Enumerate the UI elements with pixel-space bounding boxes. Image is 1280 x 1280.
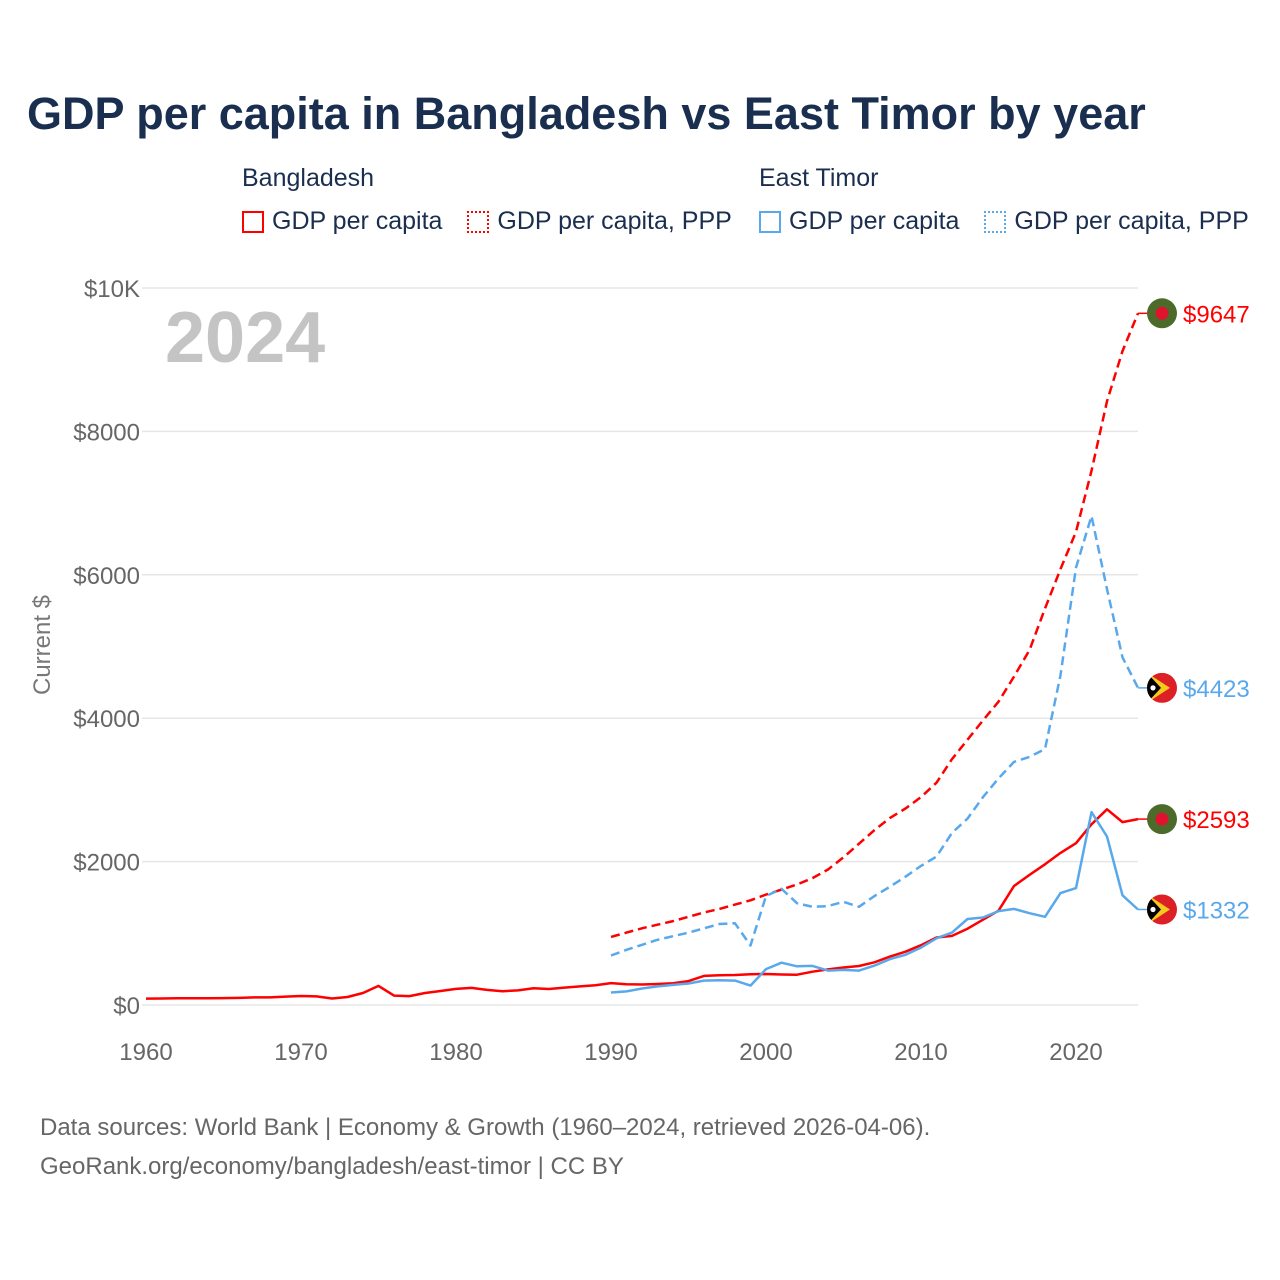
east-timor-flag-icon — [1147, 894, 1177, 925]
legend-label: GDP per capita — [789, 207, 960, 235]
y-tick-label: $8000 — [73, 419, 140, 446]
x-tick-label: 1990 — [584, 1039, 637, 1066]
series-line-east-timor-gdp-per-capita-ppp — [610, 514, 1140, 957]
legend-group-bangladesh: Bangladesh GDP per capita GDP per capita… — [242, 164, 750, 240]
legend-item-tl-gdp[interactable]: GDP per capita — [759, 207, 959, 236]
flag-star — [1150, 906, 1156, 913]
bangladesh-flag-icon — [1147, 298, 1177, 329]
legend-group-east-timor: East Timor GDP per capita GDP per capita… — [759, 164, 1249, 240]
x-tick-label: 1970 — [274, 1039, 327, 1066]
flag-star — [1150, 685, 1156, 691]
end-value-label: $2593 — [1183, 807, 1250, 834]
legend-group-title: East Timor — [759, 164, 879, 192]
chart-title: GDP per capita in Bangladesh vs East Tim… — [27, 88, 1146, 139]
flag-body — [1147, 672, 1177, 703]
legend-label: GDP per capita, PPP — [1014, 207, 1249, 235]
x-tick-label: 2000 — [739, 1039, 792, 1066]
end-value-label: $4423 — [1183, 676, 1250, 703]
y-tick-label: $4000 — [73, 706, 140, 733]
series-line-bangladesh-gdp-per-capita-ppp — [610, 312, 1140, 939]
legend-swatch-dotted — [984, 210, 1007, 233]
flag-disc — [1155, 812, 1169, 826]
x-tick-label: 1960 — [119, 1039, 172, 1066]
legend-item-bd-ppp[interactable]: GDP per capita, PPP — [467, 207, 732, 236]
y-axis-label: Current $ — [29, 595, 56, 695]
legend-group-title: Bangladesh — [242, 164, 375, 192]
footer: Data sources: World Bank | Economy & Gro… — [40, 1108, 930, 1186]
y-tick-label: $10K — [84, 276, 140, 303]
year-watermark: 2024 — [165, 298, 325, 378]
flag-body — [1147, 894, 1177, 925]
flag-disc — [1155, 306, 1169, 320]
end-value-label: $9647 — [1183, 301, 1250, 328]
legend-label: GDP per capita, PPP — [497, 207, 732, 235]
footer-sources: Data sources: World Bank | Economy & Gro… — [40, 1114, 931, 1141]
series-line-east-timor-gdp-per-capita — [610, 810, 1139, 994]
legend-item-bd-gdp[interactable]: GDP per capita — [242, 207, 442, 236]
end-value-label: $1332 — [1183, 897, 1250, 924]
x-tick-label: 2020 — [1049, 1039, 1102, 1066]
legend-swatch-dotted — [467, 210, 490, 233]
x-tick-label: 2010 — [894, 1039, 947, 1066]
legend-item-tl-ppp[interactable]: GDP per capita, PPP — [984, 207, 1249, 236]
legend-swatch-solid — [242, 210, 264, 233]
bangladesh-flag-icon — [1147, 804, 1177, 835]
y-tick-label: $2000 — [73, 850, 140, 877]
x-tick-label: 1980 — [429, 1039, 482, 1066]
footer-link[interactable]: GeoRank.org/economy/bangladesh/east-timo… — [40, 1153, 624, 1180]
y-tick-label: $0 — [113, 993, 140, 1020]
series-line-bangladesh-gdp-per-capita — [145, 808, 1139, 1000]
y-tick-label: $6000 — [73, 563, 140, 590]
east-timor-flag-icon — [1147, 672, 1177, 703]
legend-label: GDP per capita — [272, 207, 443, 235]
legend-swatch-solid — [759, 210, 781, 233]
